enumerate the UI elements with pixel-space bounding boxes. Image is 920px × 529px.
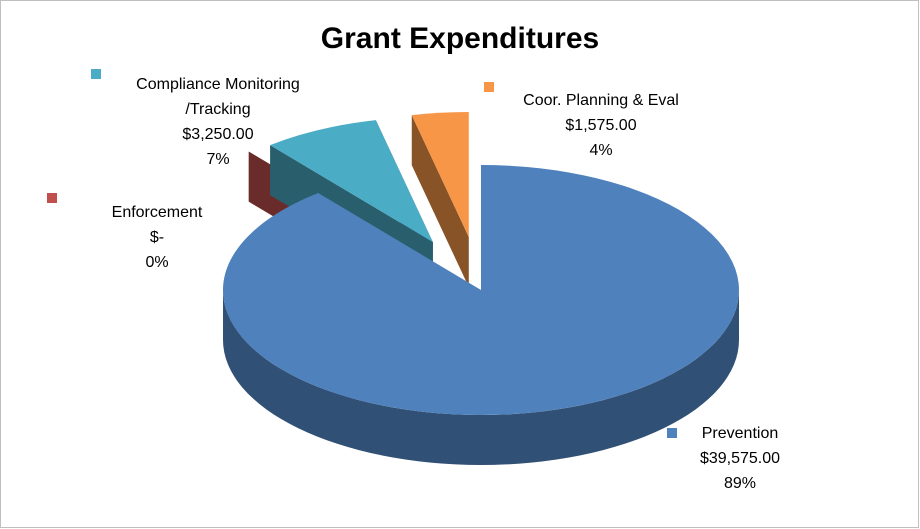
- data-label: Coor. Planning & Eval $1,575.00 4%: [501, 88, 701, 163]
- slice: [411, 112, 469, 238]
- slice: [222, 165, 739, 415]
- slice-side: [223, 290, 739, 465]
- value-label: $3,250.00: [182, 126, 254, 143]
- percent-label: 7%: [206, 151, 230, 168]
- legend-marker: [667, 428, 677, 438]
- percent-label: 4%: [589, 142, 613, 159]
- category-label: Enforcement: [111, 204, 203, 221]
- slice: [270, 120, 433, 243]
- data-label: Enforcement $- 0%: [57, 200, 257, 275]
- chart-title: Grant Expenditures: [320, 22, 600, 55]
- category-label: Compliance Monitoring /Tracking: [136, 76, 300, 118]
- category-label: Coor. Planning & Eval: [523, 92, 679, 109]
- value-label: $1,575.00: [565, 117, 637, 134]
- legend-marker: [484, 82, 494, 92]
- category-label: Prevention: [701, 425, 779, 442]
- legend-marker: [91, 69, 101, 79]
- data-label: Compliance Monitoring /Tracking $3,250.00…: [118, 72, 318, 172]
- data-label: Prevention $39,575.00 89%: [640, 421, 840, 496]
- percent-label: 89%: [723, 475, 757, 492]
- slice-wall: [411, 115, 469, 288]
- percent-label: 0%: [145, 254, 169, 271]
- legend-marker: [47, 193, 57, 203]
- value-label: $39,575.00: [699, 450, 781, 467]
- value-label: $-: [149, 229, 165, 246]
